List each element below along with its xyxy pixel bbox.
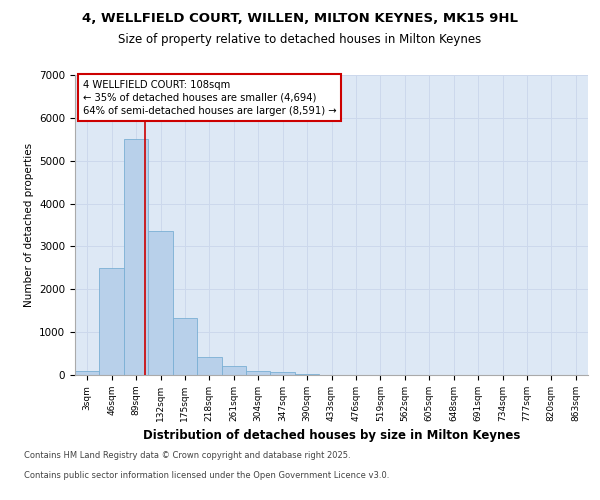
Bar — [173, 318, 197, 375]
X-axis label: Distribution of detached houses by size in Milton Keynes: Distribution of detached houses by size … — [143, 430, 520, 442]
Text: Contains public sector information licensed under the Open Government Licence v3: Contains public sector information licen… — [24, 470, 389, 480]
Bar — [271, 372, 295, 375]
Bar — [246, 370, 271, 375]
Bar — [124, 140, 148, 375]
Bar — [75, 370, 100, 375]
Text: 4 WELLFIELD COURT: 108sqm
← 35% of detached houses are smaller (4,694)
64% of se: 4 WELLFIELD COURT: 108sqm ← 35% of detac… — [83, 80, 337, 116]
Y-axis label: Number of detached properties: Number of detached properties — [23, 143, 34, 307]
Bar — [197, 356, 221, 375]
Bar — [148, 232, 173, 375]
Bar — [221, 366, 246, 375]
Bar — [295, 374, 319, 375]
Text: Size of property relative to detached houses in Milton Keynes: Size of property relative to detached ho… — [118, 32, 482, 46]
Text: Contains HM Land Registry data © Crown copyright and database right 2025.: Contains HM Land Registry data © Crown c… — [24, 450, 350, 460]
Bar — [100, 268, 124, 375]
Text: 4, WELLFIELD COURT, WILLEN, MILTON KEYNES, MK15 9HL: 4, WELLFIELD COURT, WILLEN, MILTON KEYNE… — [82, 12, 518, 26]
